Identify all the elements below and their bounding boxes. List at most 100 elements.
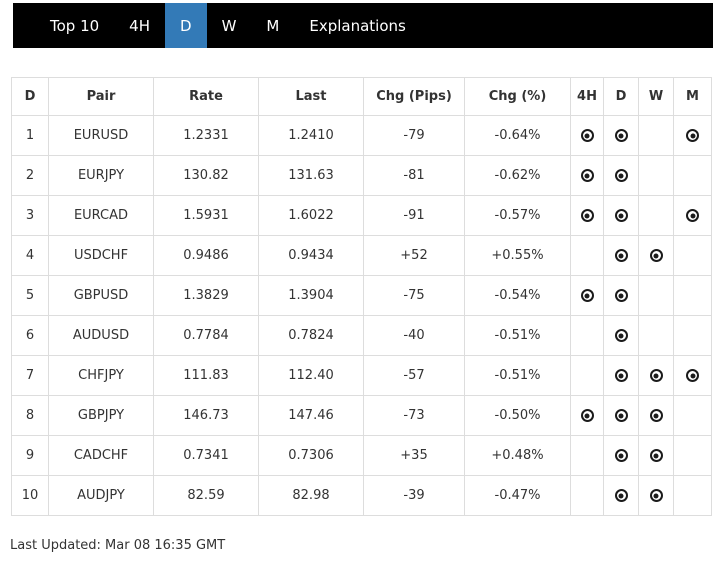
signal-icon	[614, 169, 628, 182]
signal-icon	[614, 369, 628, 382]
signal-icon	[686, 209, 699, 222]
rank-cell: 7	[11, 355, 49, 396]
column-header-last-3: Last	[258, 77, 364, 116]
signal-cell-4h	[570, 395, 604, 436]
nav-tab-w[interactable]: W	[221, 16, 237, 35]
top-movers-page: Top 10 4H D W M Explanations D Pair Rate Last Chg…	[0, 3, 721, 586]
chg-pips-cell: -91	[363, 195, 465, 236]
signal-cell-d	[603, 355, 639, 396]
signal-cell-m	[673, 155, 712, 196]
signal-cell-4h	[570, 155, 604, 196]
nav-tab-d[interactable]: D	[165, 3, 207, 48]
signal-cell-d	[603, 115, 639, 156]
signal-cell-w	[638, 395, 674, 436]
nav-tab-m[interactable]: M	[266, 16, 280, 35]
table-row: 10 AUDJPY 82.59 82.98 -39 -0.47%	[11, 475, 712, 516]
table-body: 1 EURUSD 1.2331 1.2410 -79 -0.64% 2 EURJPY 130.8…	[11, 115, 712, 516]
last-cell: 82.98	[258, 475, 364, 516]
signal-cell-w	[638, 435, 674, 476]
pair-cell: GBPJPY	[48, 395, 154, 436]
signal-cell-m	[673, 235, 712, 276]
signal-cell-m	[673, 275, 712, 316]
pair-cell: EURCAD	[48, 195, 154, 236]
nav-tab-top-10[interactable]: Top 10	[50, 16, 100, 35]
table-row: 3 EURCAD 1.5931 1.6022 -91 -0.57%	[11, 195, 712, 236]
signal-cell-4h	[570, 315, 604, 356]
pair-cell: CADCHF	[48, 435, 154, 476]
signal-icon	[580, 209, 594, 222]
signal-cell-w	[638, 155, 674, 196]
signal-cell-4h	[570, 355, 604, 396]
signal-icon	[614, 489, 628, 502]
rank-cell: 4	[11, 235, 49, 276]
rate-cell: 111.83	[153, 355, 259, 396]
signal-icon	[686, 129, 699, 142]
last-cell: 1.3904	[258, 275, 364, 316]
nav-tab-explanations[interactable]: Explanations	[309, 16, 406, 35]
last-cell: 147.46	[258, 395, 364, 436]
signal-icon	[614, 209, 628, 222]
chg-pct-cell: -0.47%	[464, 475, 571, 516]
signal-cell-m	[673, 115, 712, 156]
signal-icon	[614, 249, 628, 262]
signal-icon	[649, 249, 663, 262]
table-row: 5 GBPUSD 1.3829 1.3904 -75 -0.54%	[11, 275, 712, 316]
signal-icon	[614, 329, 628, 342]
chg-pct-cell: +0.48%	[464, 435, 571, 476]
table-row: 6 AUDUSD 0.7784 0.7824 -40 -0.51%	[11, 315, 712, 356]
signal-cell-d	[603, 315, 639, 356]
last-updated-text: Last Updated: Mar 08 16:35 GMT	[10, 538, 226, 553]
chg-pips-cell: -81	[363, 155, 465, 196]
signal-cell-d	[603, 155, 639, 196]
column-header-pair-1: Pair	[48, 77, 154, 116]
last-cell: 0.9434	[258, 235, 364, 276]
chg-pct-cell: -0.51%	[464, 315, 571, 356]
rank-cell: 5	[11, 275, 49, 316]
signal-cell-d	[603, 275, 639, 316]
timeframe-nav: Top 10 4H D W M Explanations	[13, 3, 713, 48]
table-row: 7 CHFJPY 111.83 112.40 -57 -0.51%	[11, 355, 712, 396]
signal-cell-d	[603, 435, 639, 476]
table-row: 2 EURJPY 130.82 131.63 -81 -0.62%	[11, 155, 712, 196]
signal-cell-4h	[570, 235, 604, 276]
rate-cell: 146.73	[153, 395, 259, 436]
table-row: 1 EURUSD 1.2331 1.2410 -79 -0.64%	[11, 115, 712, 156]
pair-cell: GBPUSD	[48, 275, 154, 316]
table-header-row: D Pair Rate Last Chg (Pips) Chg (%) 4H D W M	[11, 77, 712, 116]
rate-cell: 130.82	[153, 155, 259, 196]
pair-cell: AUDUSD	[48, 315, 154, 356]
signal-icon	[614, 289, 628, 302]
rank-cell: 9	[11, 435, 49, 476]
signal-cell-w	[638, 275, 674, 316]
chg-pct-cell: +0.55%	[464, 235, 571, 276]
rank-cell: 3	[11, 195, 49, 236]
chg-pct-cell: -0.57%	[464, 195, 571, 236]
column-header-d-0: D	[11, 77, 49, 116]
pair-cell: EURUSD	[48, 115, 154, 156]
rank-cell: 2	[11, 155, 49, 196]
signal-icon	[614, 129, 628, 142]
rank-cell: 8	[11, 395, 49, 436]
signal-icon	[580, 289, 594, 302]
last-cell: 1.6022	[258, 195, 364, 236]
signal-cell-m	[673, 355, 712, 396]
signal-cell-d	[603, 475, 639, 516]
signal-icon	[649, 409, 663, 422]
signal-cell-w	[638, 115, 674, 156]
signal-cell-4h	[570, 435, 604, 476]
last-cell: 131.63	[258, 155, 364, 196]
signal-icon	[686, 369, 699, 382]
signal-cell-m	[673, 395, 712, 436]
chg-pips-cell: -75	[363, 275, 465, 316]
chg-pct-cell: -0.50%	[464, 395, 571, 436]
signal-cell-4h	[570, 475, 604, 516]
pair-cell: EURJPY	[48, 155, 154, 196]
signal-icon	[580, 129, 594, 142]
top-movers-table: D Pair Rate Last Chg (Pips) Chg (%) 4H D W M 1 EUR…	[11, 77, 712, 516]
signal-cell-d	[603, 195, 639, 236]
signal-cell-m	[673, 315, 712, 356]
signal-cell-4h	[570, 195, 604, 236]
rate-cell: 1.2331	[153, 115, 259, 156]
column-header-w-8: W	[638, 77, 674, 116]
nav-tab-4h[interactable]: 4H	[129, 16, 150, 35]
